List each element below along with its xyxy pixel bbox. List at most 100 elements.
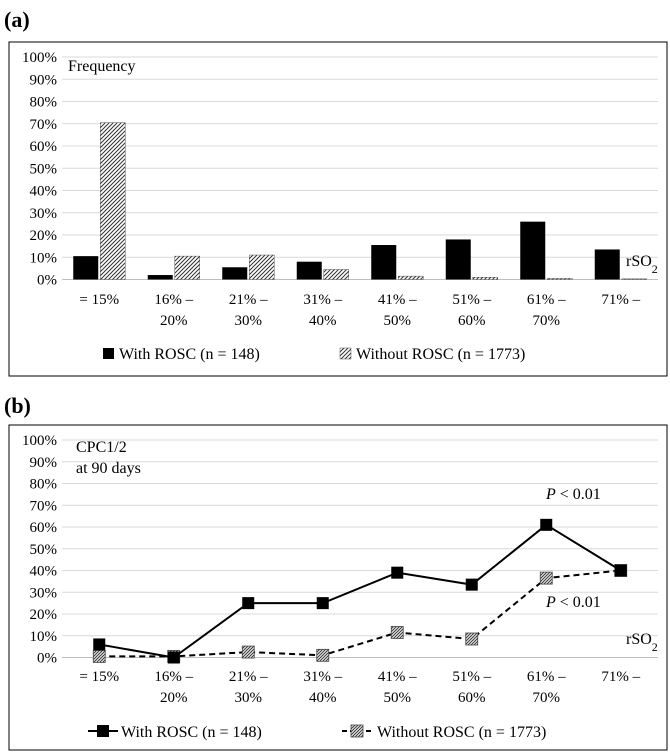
panel-b-annotation-without-rosc: P < 0.01 xyxy=(545,594,601,611)
panel-a-y-tick-100: 100% xyxy=(22,50,57,66)
panel-b-y-tick-30: 30% xyxy=(30,585,58,601)
panel-b-category-label-0-line-1: = 15% xyxy=(79,669,119,685)
panel-b-legend-label-without-rosc: Without ROSC (n = 1773) xyxy=(377,724,546,741)
panel-a-category-label-5-line-2: 60% xyxy=(458,313,486,329)
panel-b-y-tick-50: 50% xyxy=(30,542,58,558)
panel-a-bar-without-rosc-1 xyxy=(174,255,200,280)
panel-b-y-tick-70: 70% xyxy=(30,498,58,514)
panel-b-y-axis-label-line-2: at 90 days xyxy=(76,460,141,477)
panel-b-y-tick-90: 90% xyxy=(30,455,58,471)
panel-b-point-with-rosc-7 xyxy=(614,564,627,577)
panel-a-bar-without-rosc-3 xyxy=(323,269,349,280)
panel-a-category-label-0-line-1: = 15% xyxy=(79,292,119,308)
panel-b-y-tick-60: 60% xyxy=(30,520,58,536)
panel-a-y-tick-0: 0% xyxy=(37,273,57,289)
panel-a-bar-with-rosc-0 xyxy=(73,256,99,280)
panel-a-bar-without-rosc-0 xyxy=(100,122,126,280)
panel-b-annotation-with-rosc-p: P xyxy=(545,486,556,503)
panel-b-legend-label-with-rosc: With ROSC (n = 148) xyxy=(121,724,262,741)
panel-b-x-axis-label-main: rSO xyxy=(626,631,652,648)
panel-a-label: (a) xyxy=(4,7,30,32)
panel-a-category-label-3-line-1: 31% – xyxy=(303,292,342,308)
panel-b-point-without-rosc-3 xyxy=(316,648,330,662)
panel-b-point-with-rosc-6 xyxy=(540,518,553,531)
panel-a-bar-without-rosc-5 xyxy=(472,277,498,280)
panel-b-category-labels: = 15% 16% – 20% 21% – 30% 31% – 40% 41% – 50% 51%… xyxy=(79,669,640,706)
panel-b-category-label-5-line-1: 51% – xyxy=(452,669,491,685)
panel-a-category-label-6-line-2: 70% xyxy=(533,313,561,329)
panel-a-frame xyxy=(8,41,668,377)
panel-b-series-line-without-rosc xyxy=(99,569,621,658)
panel-b-point-with-rosc-0 xyxy=(93,638,106,651)
panel-a-y-tick-10: 10% xyxy=(30,250,58,266)
panel-a-bar-without-rosc-4 xyxy=(398,275,424,280)
panel-b-y-tick-0: 0% xyxy=(37,651,57,667)
panel-a-legend-label-with-rosc: With ROSC (n = 148) xyxy=(119,346,260,363)
panel-a-x-axis-label: rSO2 xyxy=(626,253,658,276)
panel-b-category-label-6-line-1: 61% – xyxy=(527,669,566,685)
panel-b-legend-marker-without-rosc xyxy=(350,724,364,738)
panel-b-point-without-rosc-2 xyxy=(241,645,255,659)
panel-a-bar-with-rosc-7 xyxy=(594,249,620,280)
panel-b-category-label-2-line-2: 30% xyxy=(235,690,263,706)
panel-a-legend-swatch-without-rosc xyxy=(339,347,352,360)
panel-b-category-label-1-line-1: 16% – xyxy=(154,669,193,685)
panel-a-y-tick-70: 70% xyxy=(30,117,58,133)
panel-b-category-label-1-line-2: 20% xyxy=(160,690,188,706)
panel-b-y-tick-20: 20% xyxy=(30,607,58,623)
panel-a-x-axis-label-main: rSO xyxy=(626,253,652,270)
panel-b-point-without-rosc-4 xyxy=(390,626,404,639)
panel-a-legend-label-without-rosc: Without ROSC (n = 1773) xyxy=(356,346,525,363)
panel-b-y-tick-80: 80% xyxy=(30,477,58,493)
panel-b-category-label-3-line-1: 31% – xyxy=(303,669,342,685)
panel-b-series-line-with-rosc xyxy=(99,523,622,659)
panel-b-category-label-4-line-2: 50% xyxy=(384,690,412,706)
panel-b-y-axis-label-line-1: CPC1/2 xyxy=(76,439,127,456)
panel-b-label: (b) xyxy=(4,393,31,418)
panel-b-x-axis-label-sub: 2 xyxy=(652,640,658,654)
panel-a-y-ticks: 0% 10% 20% 30% 40% 50% 60% 70% 80% 90% 100% xyxy=(22,50,57,289)
panel-b-annotation-without-rosc-p: P xyxy=(545,594,556,611)
panel-b-category-label-4-line-1: 41% – xyxy=(378,669,417,685)
panel-a-category-label-3-line-2: 40% xyxy=(309,313,337,329)
panel-b-category-label-6-line-2: 70% xyxy=(533,690,561,706)
panel-a-category-label-2-line-1: 21% – xyxy=(229,292,268,308)
panel-b-category-label-5-line-2: 60% xyxy=(458,690,486,706)
panel-a-legend: With ROSC (n = 148) Without ROSC (n = 17… xyxy=(103,346,525,363)
panel-a-x-axis-label-sub: 2 xyxy=(652,262,658,276)
panel-b-legend-marker-with-rosc xyxy=(97,725,109,737)
panel-b-x-axis-label: rSO2 xyxy=(626,631,658,654)
panel-a-category-label-4-line-1: 41% – xyxy=(378,292,417,308)
panel-b: (b) 0% 10% 20% 30% 40% 50% 60% 70% 80% 90% 100% = … xyxy=(4,393,668,751)
panel-a-legend-swatch-with-rosc xyxy=(103,348,114,359)
panel-a-category-label-1-line-2: 20% xyxy=(160,313,188,329)
panel-a-bar-with-rosc-2 xyxy=(222,267,248,280)
panel-a-bar-with-rosc-6 xyxy=(520,221,546,280)
panel-a-bar-with-rosc-4 xyxy=(371,245,397,280)
panel-b-point-without-rosc-6 xyxy=(539,571,553,585)
panel-a-grid xyxy=(62,56,658,280)
panel-b-point-with-rosc-5 xyxy=(465,578,478,591)
panel-a-y-tick-40: 40% xyxy=(30,184,58,200)
panel-a-category-label-4-line-2: 50% xyxy=(384,313,412,329)
panel-b-category-label-2-line-1: 21% – xyxy=(229,669,268,685)
panel-a-y-tick-60: 60% xyxy=(30,139,58,155)
panel-a-category-label-7-line-1: 71% – xyxy=(601,292,640,308)
panel-a-category-label-1-line-1: 16% – xyxy=(154,292,193,308)
panel-b-legend: With ROSC (n = 148) Without ROSC (n = 17… xyxy=(88,724,546,741)
panel-b-y-ticks: 0% 10% 20% 30% 40% 50% 60% 70% 80% 90% 100% xyxy=(22,433,57,667)
panel-b-category-label-3-line-2: 40% xyxy=(309,690,337,706)
panel-b-category-label-7-line-1: 71% – xyxy=(601,669,640,685)
panel-a-y-tick-80: 80% xyxy=(30,95,58,111)
panel-a-bar-without-rosc-2 xyxy=(249,254,275,280)
panel-a-bar-with-rosc-3 xyxy=(296,261,322,280)
panel-b-annotation-with-rosc-text: < 0.01 xyxy=(556,486,601,503)
panel-a-bar-with-rosc-5 xyxy=(445,239,471,280)
panel-a-bar-without-rosc-7 xyxy=(621,278,647,280)
panel-b-y-tick-10: 10% xyxy=(30,629,58,645)
panel-b-grid xyxy=(62,439,658,658)
panel-a-y-axis-label: Frequency xyxy=(68,58,136,75)
panel-b-point-without-rosc-0 xyxy=(92,650,106,663)
panel-b-point-with-rosc-3 xyxy=(316,597,329,610)
panel-b-lines xyxy=(92,518,628,664)
